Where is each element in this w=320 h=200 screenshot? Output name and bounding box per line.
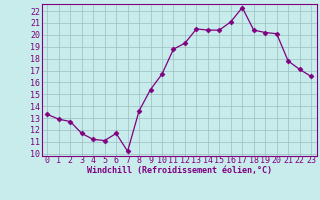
X-axis label: Windchill (Refroidissement éolien,°C): Windchill (Refroidissement éolien,°C) <box>87 166 272 175</box>
